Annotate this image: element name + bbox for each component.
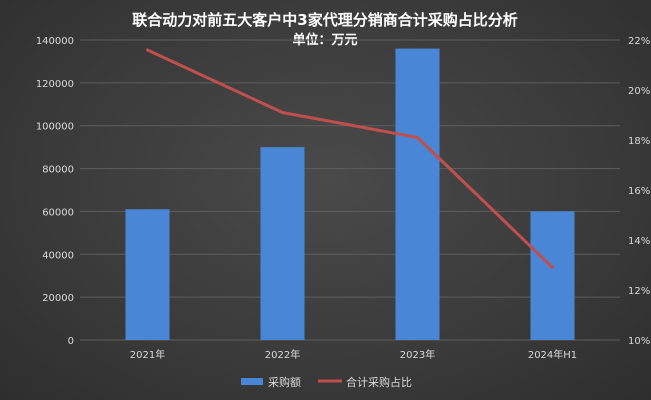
left-axis-ticks: 0 20000 40000 60000 80000 100000 120000 140000 [36,36,74,347]
right-tick-label: 18% [628,136,650,147]
bar-3 [395,48,440,340]
right-tick-label: 10% [628,336,650,347]
bar-1 [125,209,170,340]
left-tick-label: 120000 [36,79,74,90]
x-tick-label: 2023年 [400,348,435,361]
line-series [146,48,554,269]
left-tick-label: 140000 [36,36,74,47]
legend-label-bar: 采购额 [268,375,301,389]
x-tick-label: 2024年H1 [528,348,577,361]
line-path [146,48,554,269]
left-tick-label: 80000 [42,165,74,176]
line-point-2 [281,111,284,114]
left-tick-label: 40000 [42,250,74,261]
left-tick-label: 60000 [42,207,74,218]
bar-series [125,48,575,340]
line-point-1 [146,48,149,52]
left-tick-label: 100000 [36,122,74,133]
right-tick-label: 12% [628,286,650,297]
line-point-3 [416,136,419,139]
bar-4 [530,211,575,340]
legend-swatch-bar [241,378,263,385]
x-axis-ticks: 2021年 2022年 2023年 2024年H1 [130,348,577,361]
right-tick-label: 20% [628,86,650,97]
gridlines [80,39,620,341]
right-tick-label: 22% [628,36,650,47]
left-tick-label: 20000 [42,293,74,304]
left-tick-label: 0 [68,336,74,347]
x-tick-label: 2022年 [265,348,300,361]
legend-label-line: 合计采购占比 [346,375,412,389]
bar-2 [260,147,305,340]
right-tick-label: 16% [628,186,650,197]
chart-title: 联合动力对前五大客户中3家代理分销商合计采购占比分析 [132,11,517,29]
line-point-4 [551,266,554,269]
right-axis-ticks: 10% 12% 14% 16% 18% 20% 22% [628,36,650,347]
x-tick-label: 2021年 [130,348,165,361]
legend: 采购额 合计采购占比 [241,375,412,389]
right-tick-label: 14% [628,236,650,247]
